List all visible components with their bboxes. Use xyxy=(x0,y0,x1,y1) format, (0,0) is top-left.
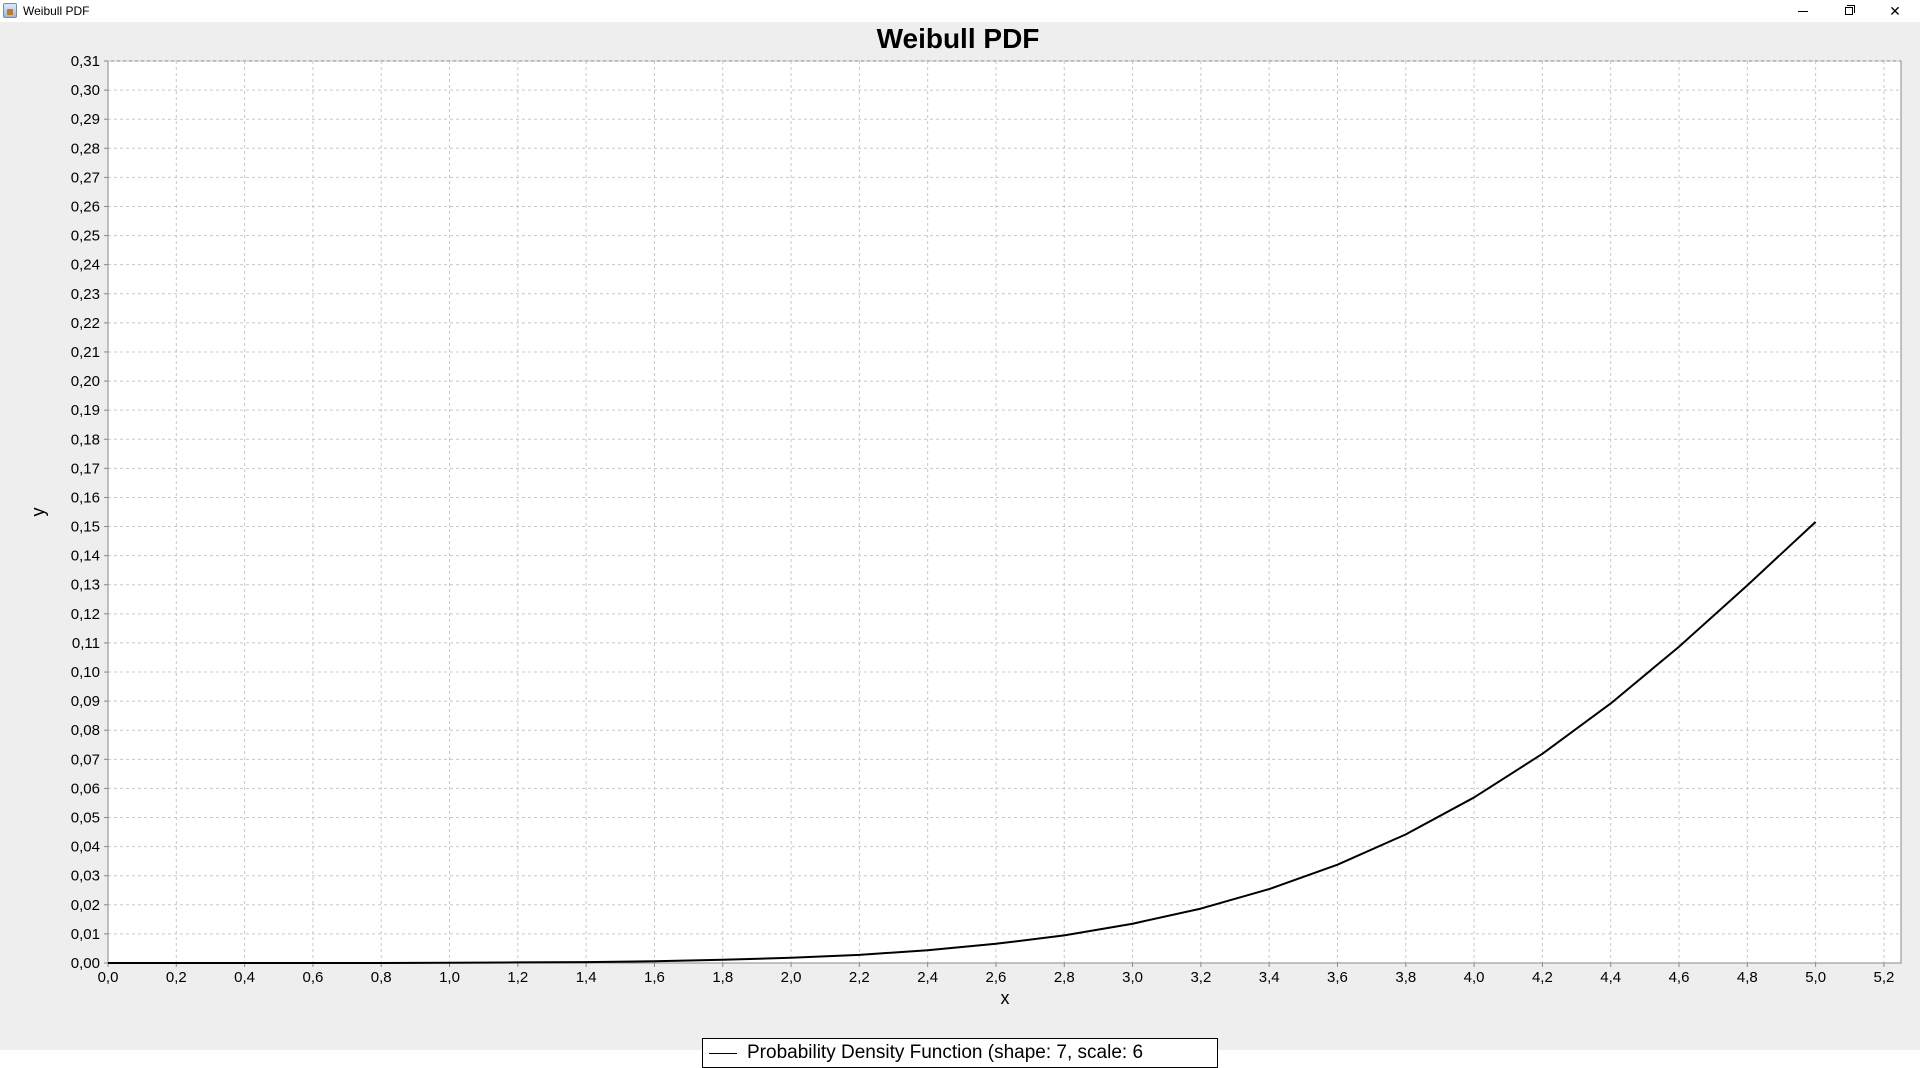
x-tick-label: 4,8 xyxy=(1737,969,1758,986)
x-tick-label: 2,4 xyxy=(917,969,938,986)
x-tick-label: 4,2 xyxy=(1532,969,1553,986)
y-tick-label: 0,15 xyxy=(71,519,100,536)
y-tick-label: 0,27 xyxy=(71,169,100,186)
x-tick-label: 4,0 xyxy=(1464,969,1485,986)
x-tick-label: 1,2 xyxy=(507,969,528,986)
series-layer xyxy=(108,521,1817,964)
x-tick-label: 3,2 xyxy=(1190,969,1211,986)
y-tick-label: 0,14 xyxy=(71,548,100,565)
y-tick-label: 0,16 xyxy=(71,489,100,506)
legend: Probability Density Function (shape: 7, … xyxy=(702,1038,1218,1068)
y-tick-label: 0,08 xyxy=(71,722,100,739)
gridlines xyxy=(108,60,1901,963)
y-tick-label: 0,17 xyxy=(71,460,100,477)
y-tick-label: 0,28 xyxy=(71,140,100,157)
y-tick-label: 0,09 xyxy=(71,693,100,710)
y-tick-label: 0,01 xyxy=(71,926,100,943)
y-tick-label: 0,31 xyxy=(71,53,100,70)
y-tick-label: 0,24 xyxy=(71,257,100,274)
y-tick-label: 0,04 xyxy=(71,839,100,856)
x-axis-label: x xyxy=(1001,988,1010,1008)
y-axis-label: y xyxy=(28,508,48,517)
restore-icon xyxy=(1845,5,1855,15)
y-tick-label: 0,18 xyxy=(71,431,100,448)
x-tick-label: 2,6 xyxy=(986,969,1007,986)
x-tick-label: 3,8 xyxy=(1395,969,1416,986)
chart-panel: Weibull PDF 0,0 0,2 0,4 0,6 0,8 1,0 1,2 1,4 1,6 1… xyxy=(0,22,1920,1068)
y-tick-label: 0,20 xyxy=(71,373,100,390)
y-tick-label: 0,19 xyxy=(71,402,100,419)
minimize-button[interactable] xyxy=(1780,0,1826,22)
axes: 0,0 0,2 0,4 0,6 0,8 1,0 1,2 1,4 1,6 1,8 2,0 2,2 2,4 2… xyxy=(71,53,1901,986)
y-tick-label: 0,29 xyxy=(71,111,100,128)
window-titlebar: Weibull PDF ✕ xyxy=(0,0,1920,22)
y-tick-label: 0,10 xyxy=(71,664,100,681)
minimize-icon xyxy=(1798,10,1808,12)
x-tick-label: 2,2 xyxy=(849,969,870,986)
x-tick-label: 1,0 xyxy=(439,969,460,986)
x-tick-label: 0,2 xyxy=(166,969,187,986)
y-tick-label: 0,26 xyxy=(71,198,100,215)
chart: Weibull PDF 0,0 0,2 0,4 0,6 0,8 1,0 1,2 1,4 1,6 1… xyxy=(28,23,1902,1008)
y-tick-label: 0,07 xyxy=(71,751,100,768)
x-tick-label: 3,0 xyxy=(1122,969,1143,986)
close-button[interactable]: ✕ xyxy=(1872,0,1918,22)
y-tick-label: 0,02 xyxy=(71,897,100,914)
x-tick-label: 3,6 xyxy=(1327,969,1348,986)
y-tick-label: 0,06 xyxy=(71,780,100,797)
x-tick-label: 5,2 xyxy=(1873,969,1894,986)
legend-label: Probability Density Function (shape: 7, … xyxy=(747,1042,1144,1063)
x-tick-label: 1,8 xyxy=(712,969,733,986)
window-title: Weibull PDF xyxy=(23,4,90,18)
x-tick-label: 0,8 xyxy=(371,969,392,986)
plot-area xyxy=(107,60,1902,964)
x-tick-label: 0,0 xyxy=(98,969,119,986)
x-tick-label: 4,4 xyxy=(1600,969,1621,986)
x-tick-label: 2,8 xyxy=(1054,969,1075,986)
y-tick-label: 0,12 xyxy=(71,606,100,623)
close-icon: ✕ xyxy=(1889,2,1901,19)
y-tick-label: 0,30 xyxy=(71,82,100,99)
x-tick-label: 1,4 xyxy=(576,969,597,986)
x-tick-label: 4,6 xyxy=(1669,969,1690,986)
y-tick-label: 0,22 xyxy=(71,315,100,332)
y-tick-label: 0,11 xyxy=(72,635,100,652)
restore-button[interactable] xyxy=(1826,0,1872,22)
y-tick-label: 0,03 xyxy=(71,868,100,885)
x-tick-label: 0,6 xyxy=(302,969,323,986)
x-tick-label: 2,0 xyxy=(781,969,802,986)
x-tick-label: 5,0 xyxy=(1805,969,1826,986)
legend-line-swatch xyxy=(709,1052,737,1054)
x-tick-label: 0,4 xyxy=(234,969,255,986)
x-tick-label: 3,4 xyxy=(1259,969,1280,986)
java-app-icon xyxy=(3,3,17,18)
series-line-0 xyxy=(108,521,1817,964)
y-tick-label: 0,13 xyxy=(71,577,100,594)
y-tick-label: 0,00 xyxy=(71,955,100,972)
y-tick-label: 0,23 xyxy=(71,286,100,303)
chart-title: Weibull PDF xyxy=(877,23,1040,54)
x-tick-label: 1,6 xyxy=(644,969,665,986)
y-tick-label: 0,25 xyxy=(71,228,100,245)
y-tick-label: 0,05 xyxy=(71,810,100,827)
y-tick-label: 0,21 xyxy=(71,344,100,361)
